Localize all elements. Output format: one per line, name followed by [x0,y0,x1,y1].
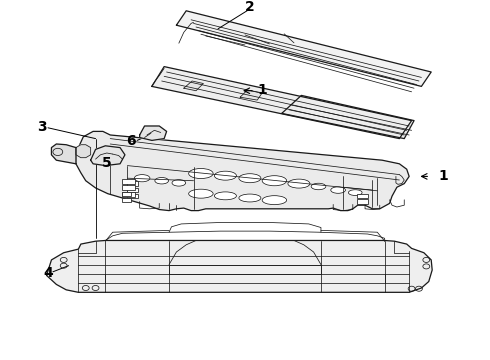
Ellipse shape [214,192,237,200]
Ellipse shape [189,189,213,198]
Polygon shape [47,240,432,292]
Ellipse shape [262,176,287,186]
Polygon shape [176,11,431,86]
Ellipse shape [172,180,186,186]
Bar [127,181,138,186]
Polygon shape [282,95,414,139]
Ellipse shape [239,194,261,202]
Text: 4: 4 [43,266,53,280]
Bar [357,199,368,204]
Ellipse shape [189,168,213,179]
Text: 1: 1 [439,170,448,183]
Text: 3: 3 [37,120,47,134]
Bar [357,194,368,198]
Bar [122,198,131,202]
Polygon shape [51,144,76,164]
Ellipse shape [288,179,310,188]
Text: 5: 5 [102,156,112,170]
Polygon shape [76,145,91,158]
Ellipse shape [331,187,345,193]
Ellipse shape [239,174,261,183]
Bar [122,192,135,197]
Ellipse shape [155,177,169,184]
Polygon shape [240,90,262,100]
Ellipse shape [311,183,326,190]
Text: 1: 1 [257,83,267,97]
Polygon shape [91,146,125,166]
Polygon shape [140,126,167,140]
Text: 6: 6 [126,134,136,148]
Bar [127,188,138,192]
Polygon shape [184,81,203,91]
Ellipse shape [348,190,362,195]
Polygon shape [152,67,412,139]
Polygon shape [76,131,409,211]
Bar [127,194,138,198]
Bar [122,185,135,190]
Text: 2: 2 [245,0,255,14]
Bar [122,179,135,184]
Ellipse shape [262,196,287,204]
Bar [122,192,131,196]
Ellipse shape [134,175,150,182]
Ellipse shape [214,171,237,180]
